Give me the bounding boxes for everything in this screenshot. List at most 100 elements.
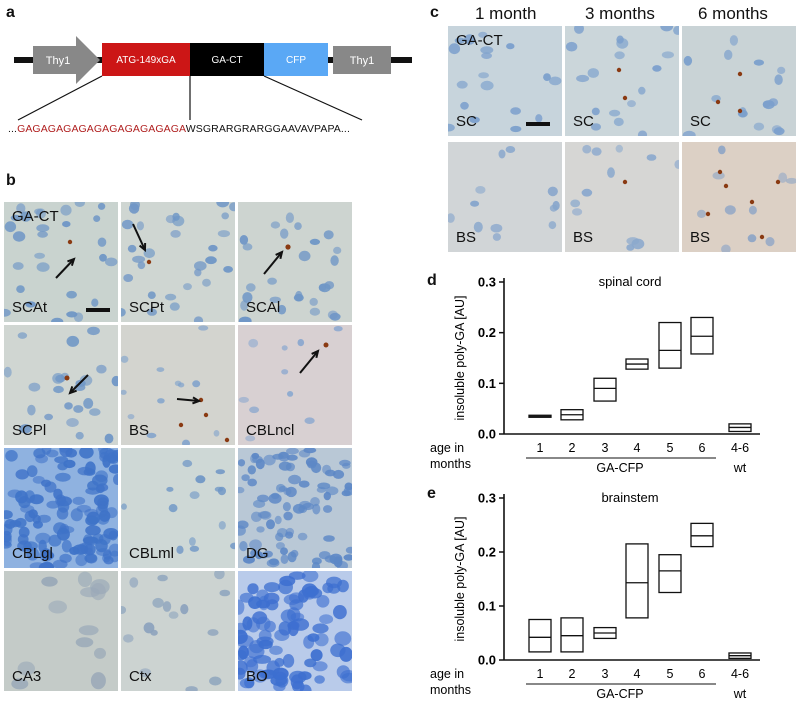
nucleus (17, 661, 35, 676)
nucleus (310, 497, 320, 507)
nucleus (609, 109, 621, 117)
nucleus (460, 101, 469, 110)
nucleus (454, 37, 466, 44)
group-label-ga-cfp: GA-CFP (596, 461, 643, 475)
histology-tile-ctx: Ctx (121, 571, 235, 691)
nucleus (251, 452, 260, 460)
box-1 (528, 618, 552, 653)
y-tick-label: 0.2 (478, 325, 496, 340)
nucleus (480, 80, 494, 91)
nucleus (26, 465, 38, 478)
nucleus (548, 221, 557, 230)
nucleus (478, 31, 488, 38)
nucleus (238, 459, 246, 467)
nucleus (498, 149, 506, 159)
nucleus (182, 459, 193, 468)
ga-ct-box (190, 43, 264, 76)
nucleus (266, 660, 280, 676)
nucleus (83, 534, 94, 546)
nucleus (510, 107, 521, 115)
tissue-texture (4, 326, 118, 444)
nucleus (238, 486, 245, 494)
nucleus (90, 672, 106, 690)
nucleus (480, 46, 494, 54)
nucleus (724, 49, 733, 60)
nucleus (322, 582, 334, 594)
thy1-right-box (333, 46, 391, 74)
x-tick-label: 4 (634, 441, 641, 455)
nucleus (721, 244, 731, 252)
nucleus (747, 234, 757, 243)
nucleus (765, 237, 775, 247)
nucleus (215, 469, 225, 475)
nucleus (304, 658, 317, 668)
nucleus (10, 214, 22, 221)
tissue-texture (121, 571, 231, 691)
nucleus (66, 418, 79, 427)
nucleus (168, 611, 179, 619)
nucleus (46, 500, 60, 509)
nucleus (535, 114, 543, 123)
tissue-texture (565, 26, 679, 136)
nucleus (217, 230, 230, 238)
nucleus (310, 649, 323, 662)
nucleus (246, 283, 256, 292)
nucleus (170, 230, 181, 238)
nucleus (223, 266, 233, 273)
nucleus (241, 474, 250, 482)
nucleus (729, 35, 738, 46)
nucleus (646, 154, 657, 161)
nucleus (275, 542, 285, 550)
nucleus (97, 202, 106, 210)
nucleus (54, 456, 69, 464)
nucleus (238, 520, 249, 529)
nucleus (87, 326, 100, 336)
tissue-texture (4, 202, 118, 322)
nucleus (104, 433, 114, 444)
nucleus (213, 430, 220, 437)
nucleus (277, 304, 287, 315)
nucleus (121, 606, 127, 614)
histology-tile-cblml: CBLml (121, 448, 235, 568)
nucleus (52, 559, 68, 568)
x-tick-label: 4-6 (731, 441, 749, 455)
arrow-icon (299, 349, 320, 374)
nucleus (574, 26, 584, 34)
poly-ga-aggregate (616, 67, 622, 73)
nucleus (268, 493, 282, 504)
nucleus (85, 461, 96, 475)
nucleus (332, 469, 345, 479)
nucleus (613, 117, 624, 127)
panel-label-a: a (6, 4, 15, 21)
nucleus (123, 634, 134, 643)
nucleus (121, 308, 126, 317)
poly-ga-aggregate (224, 437, 230, 443)
tissue-texture (570, 144, 679, 251)
nucleus (266, 519, 275, 530)
x-tick-label: 6 (699, 441, 706, 455)
x-tick-label: 5 (667, 441, 674, 455)
nucleus (591, 147, 602, 156)
nucleus (674, 159, 679, 169)
nucleus (96, 364, 107, 374)
nucleus (312, 623, 329, 634)
tile-label: Ctx (129, 668, 152, 685)
nucleus (253, 499, 266, 508)
tissue-texture (11, 571, 110, 690)
histology-tile-scpl: SCPl (4, 325, 118, 445)
scale-bar (86, 308, 110, 312)
nucleus (753, 59, 764, 66)
nucleus (334, 631, 352, 646)
tissue-texture (448, 31, 562, 133)
nucleus (278, 451, 290, 462)
nucleus (280, 554, 289, 564)
nucleus (238, 599, 245, 615)
x-axis-label: age in months (430, 667, 471, 697)
nucleus (127, 244, 137, 253)
nucleus (4, 366, 12, 378)
nucleus (724, 205, 736, 215)
nucleus (785, 177, 796, 184)
nucleus (70, 508, 83, 522)
x-tick-label: 4 (634, 667, 641, 681)
nucleus (616, 38, 629, 49)
